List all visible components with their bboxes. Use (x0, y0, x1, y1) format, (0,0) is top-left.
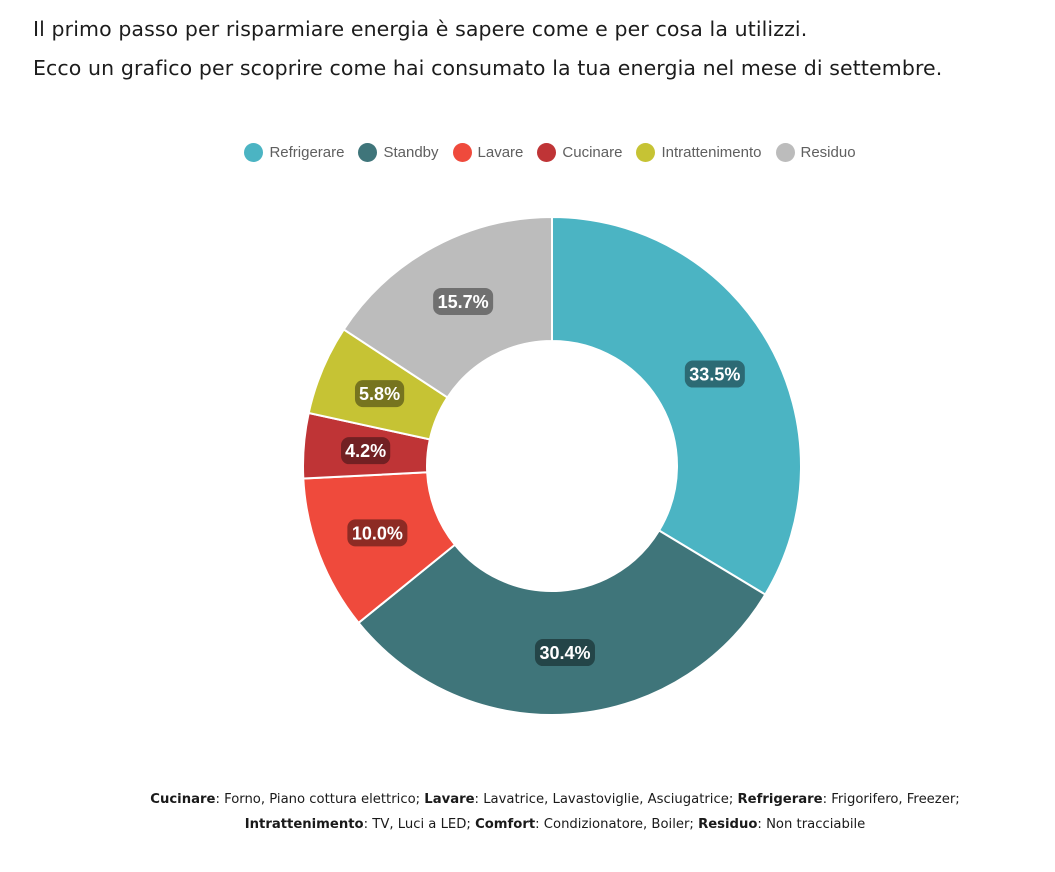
legend-item-lavare[interactable]: Lavare (452, 143, 524, 162)
legend-label: Lavare (477, 144, 524, 161)
slice-label-cucinare: 4.2% (341, 437, 391, 465)
category-footnote: Cucinare: Forno, Piano cottura elettrico… (0, 787, 1055, 837)
footnote-desc: Forno, Piano cottura elettrico; (224, 792, 421, 807)
legend-label: Standby (383, 144, 439, 161)
slice-label-badge (433, 287, 494, 315)
legend-swatch-lavare (452, 143, 472, 162)
legend-swatch-residuo (775, 143, 795, 162)
slice-label-text: 5.8% (359, 384, 400, 404)
legend-item-intrattenimento[interactable]: Intrattenimento (636, 143, 762, 162)
intro-text: Il primo passo per risparmiare energia è… (33, 10, 1043, 88)
footnote-term-intrattenimento: Intrattenimento (244, 817, 364, 832)
legend-swatch-standby (358, 143, 378, 162)
slice-label-text: 4.2% (345, 441, 386, 461)
footnote-desc: Non tracciabile (766, 817, 866, 832)
footnote-desc: Lavatrice, Lavastoviglie, Asciugatrice; (483, 792, 734, 807)
slice-label-text: 10.0% (352, 523, 403, 543)
legend-item-refrigerare[interactable]: Refrigerare (244, 143, 344, 162)
slice-label-text: 15.7% (438, 292, 489, 312)
legend-label: Intrattenimento (661, 144, 762, 161)
legend-swatch-refrigerare (244, 143, 264, 162)
legend-label: Residuo (800, 144, 856, 161)
footnote-line-1: Cucinare: Forno, Piano cottura elettrico… (150, 792, 960, 807)
slice-label-badge (341, 437, 391, 465)
slice-label-standby: 30.4% (534, 639, 595, 667)
chart-legend: Refrigerare Standby Lavare Cucinare Intratte… (0, 143, 1055, 162)
slice-label-intrattenimento: 5.8% (354, 380, 405, 408)
footnote-term-lavare: Lavare (424, 792, 475, 807)
slice-refrigerare[interactable] (551, 215, 802, 596)
slice-label-text: 30.4% (539, 643, 590, 663)
intro-line-1: Il primo passo per risparmiare energia è… (33, 17, 808, 41)
slice-standby[interactable] (357, 529, 767, 716)
legend-label: Cucinare (562, 144, 623, 161)
slice-label-badge (534, 639, 595, 667)
legend-swatch-cucinare (537, 143, 557, 162)
footnote-term-refrigerare: Refrigerare (737, 792, 823, 807)
slice-label-refrigerare: 33.5% (684, 360, 745, 388)
footnote-desc: Condizionatore, Boiler; (543, 817, 694, 832)
slice-label-badge (347, 519, 408, 547)
footnote-desc: Frigorifero, Freezer; (831, 792, 960, 807)
slice-label-badge (684, 360, 745, 388)
footnote-term-cucinare: Cucinare (150, 792, 216, 807)
legend-item-cucinare[interactable]: Cucinare (537, 143, 622, 162)
footnote-desc: TV, Luci a LED; (372, 817, 471, 832)
footnote-term-comfort: Comfort (475, 817, 536, 832)
footnote-term-residuo: Residuo (698, 817, 758, 832)
slice-label-badge (354, 380, 405, 408)
slice-label-residuo: 15.7% (433, 287, 494, 315)
legend-swatch-intrattenimento (636, 143, 656, 162)
slice-label-text: 33.5% (689, 365, 740, 385)
footnote-line-2: Intrattenimento: TV, Luci a LED; Comfort… (244, 817, 866, 832)
slice-label-lavare: 10.0% (347, 519, 408, 547)
intro-line-2: Ecco un grafico per scoprire come hai co… (33, 56, 943, 80)
legend-item-standby[interactable]: Standby (358, 143, 439, 162)
legend-label: Refrigerare (269, 144, 345, 161)
legend-item-residuo[interactable]: Residuo (775, 143, 856, 162)
